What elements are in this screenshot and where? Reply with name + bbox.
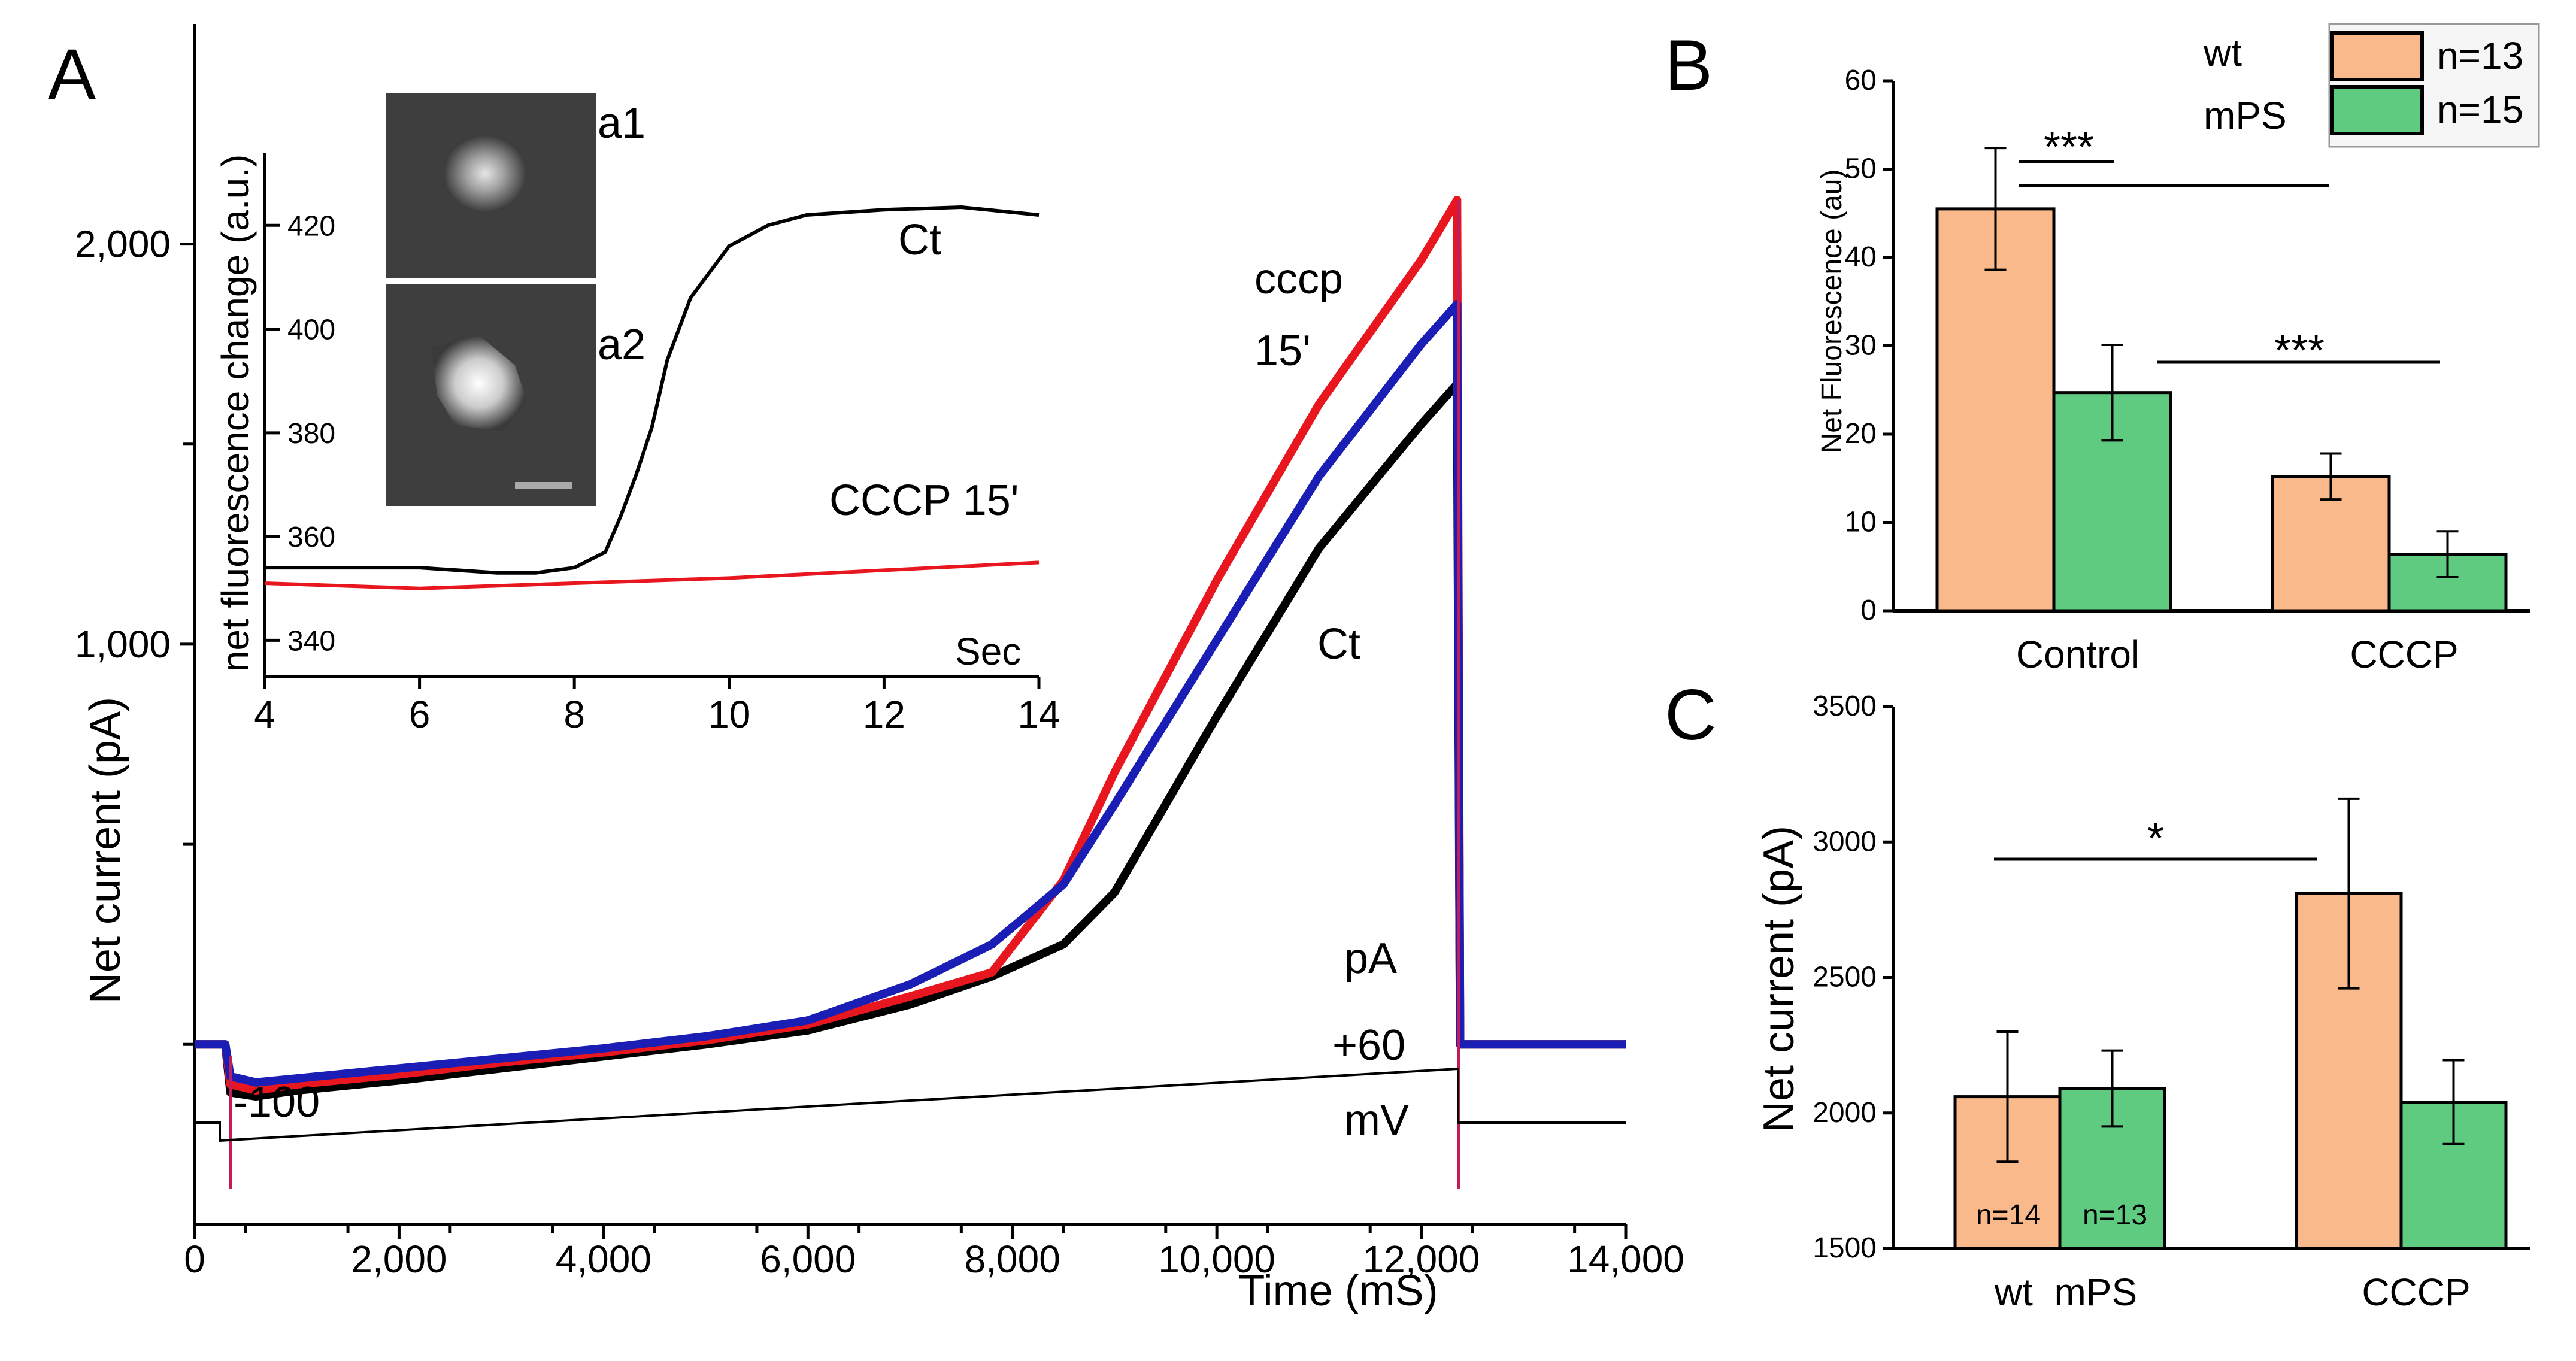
inset-y-tick-label: 420 [287, 210, 335, 242]
bar-y-tick-label: 1500 [1813, 1232, 1877, 1264]
micrograph-a1 [386, 93, 596, 278]
panel-b-category-control: Control [2016, 633, 2139, 676]
panel-a-x-tick-label: 12,000 [1363, 1238, 1480, 1281]
panel-a-x-tick-label: 4,000 [556, 1238, 651, 1281]
panel-a-x-tick-label: 2,000 [351, 1238, 447, 1281]
annotation-minus100: -100 [234, 1078, 320, 1126]
legend-swatch-wt [2330, 31, 2424, 81]
inset-x-tick-label: 12 [863, 693, 905, 736]
inset-x-tick-label: 10 [708, 693, 750, 736]
bar-y-tick-label: 3500 [1813, 690, 1877, 722]
panel-a-series-1 [195, 196, 1626, 1095]
n-label-mps: n=13 [2083, 1199, 2147, 1231]
panel-b-y-label: Net Fluorescence (au) [1816, 169, 1848, 454]
bar-y-tick-label: 0 [1860, 595, 1877, 626]
panel-c-category-control: wt mPS [1994, 1271, 2137, 1314]
scale-bar [515, 482, 572, 489]
annotation-pa: pA [1344, 935, 1397, 983]
panel-a-x-tick-label: 6,000 [760, 1238, 856, 1281]
panel-a-y-tick-label: 1,000 [75, 623, 171, 666]
inset-annotation-cccp: CCCP 15' [829, 477, 1019, 525]
panel-a-x-tick-label: 10,000 [1158, 1238, 1275, 1281]
annotation-cccp-15: 15' [1254, 327, 1311, 375]
panel-b-category-cccp: CCCP [2350, 633, 2458, 676]
inset-chart: 4 6 8 10 12 14 340 360 380 400 420 net fluorescen… [214, 93, 1060, 736]
panel-a-x-label: Time (mS) [1238, 1267, 1438, 1315]
annotation-mv: mV [1344, 1096, 1409, 1144]
inset-y-tick-label: 340 [287, 625, 335, 657]
cell-a1 [443, 135, 527, 213]
panel-b-chart: 0 10 20 30 40 50 60 Net Fluorescence (au) Cont… [1816, 23, 2540, 676]
annotation-ct: Ct [1317, 620, 1360, 668]
bar-y-tick-label: 60 [1845, 65, 1877, 96]
panel-label-c: C [1665, 675, 1717, 755]
legend-n-mps: n=15 [2437, 88, 2523, 131]
bar-y-tick-label: 30 [1845, 330, 1877, 362]
bar-y-tick-label: 10 [1845, 507, 1877, 538]
panel-a-x-tick-label: 8,000 [965, 1238, 1060, 1281]
inset-y-tick-label: 380 [287, 418, 335, 450]
significance-c: * [2147, 815, 2164, 863]
significance-b1: *** [2044, 123, 2094, 171]
inset-x-tick-label: 6 [409, 693, 431, 736]
inset-x-tick-label: 8 [563, 693, 585, 736]
cell-a2 [431, 335, 527, 431]
voltage-protocol-trace [195, 1067, 1626, 1142]
significance-b2: *** [2274, 327, 2325, 375]
label-a2: a2 [598, 321, 645, 369]
legend-n-wt: n=13 [2437, 34, 2523, 77]
panel-a-chart: 0 2,000 4,000 6,000 8,000 10,000 12,000 14,000 … [75, 24, 1684, 1315]
panel-c-chart: 1500 2000 2500 3000 3500 Net current (pA) wt… [1755, 690, 2530, 1314]
inset-x-label: Sec [955, 630, 1021, 673]
bar-wt-0 [1935, 207, 2056, 613]
panel-c-y-label: Net current (pA) [1755, 826, 1803, 1132]
panel-b-significance: *** *** [2019, 123, 2440, 375]
panel-a-series-2 [195, 299, 1626, 1087]
panel-a-x-tick-label: 0 [184, 1238, 205, 1281]
micrograph-a2 [386, 284, 596, 506]
bar-y-tick-label: 3000 [1813, 826, 1877, 857]
n-label-wt: n=14 [1976, 1199, 2041, 1231]
inset-annotation-ct: Ct [898, 216, 941, 264]
label-a1: a1 [598, 99, 645, 147]
bar-y-tick-label: 20 [1845, 418, 1877, 450]
panel-a-x-tick-label: 14,000 [1567, 1238, 1684, 1281]
inset-y-tick-label: 360 [287, 522, 335, 553]
panel-label-a: A [48, 34, 96, 114]
panel-b-legend: n=13 n=15 wt mPS [2203, 23, 2540, 148]
inset-series-1 [264, 560, 1040, 590]
legend-label-wt: wt [2203, 31, 2242, 74]
panel-label-b: B [1665, 25, 1713, 105]
inset-x-tick-label: 14 [1017, 693, 1060, 736]
inset-x-tick-label: 4 [254, 693, 275, 736]
legend-label-mps: mPS [2204, 94, 2287, 137]
bar-y-tick-label: 50 [1845, 153, 1877, 185]
inset-y-label: net fluorescence change (a.u.) [214, 154, 257, 672]
panel-a-y-tick-label: 2,000 [75, 223, 171, 266]
inset-y-tick-label: 400 [287, 314, 335, 346]
inset-series-0 [265, 205, 1040, 575]
bar-y-tick-label: 2500 [1813, 962, 1877, 993]
annotation-plus60: +60 [1332, 1021, 1405, 1069]
panel-a-series-0 [195, 380, 1626, 1101]
panel-c-significance: * [1994, 815, 2317, 863]
bar-y-tick-label: 2000 [1813, 1097, 1877, 1129]
bar-y-tick-label: 40 [1845, 241, 1877, 273]
panel-c-category-cccp: CCCP [2362, 1271, 2470, 1314]
annotation-cccp: cccp [1254, 255, 1343, 303]
legend-swatch-mps [2330, 85, 2424, 135]
panel-a-y-label: Net current (pA) [81, 697, 129, 1004]
